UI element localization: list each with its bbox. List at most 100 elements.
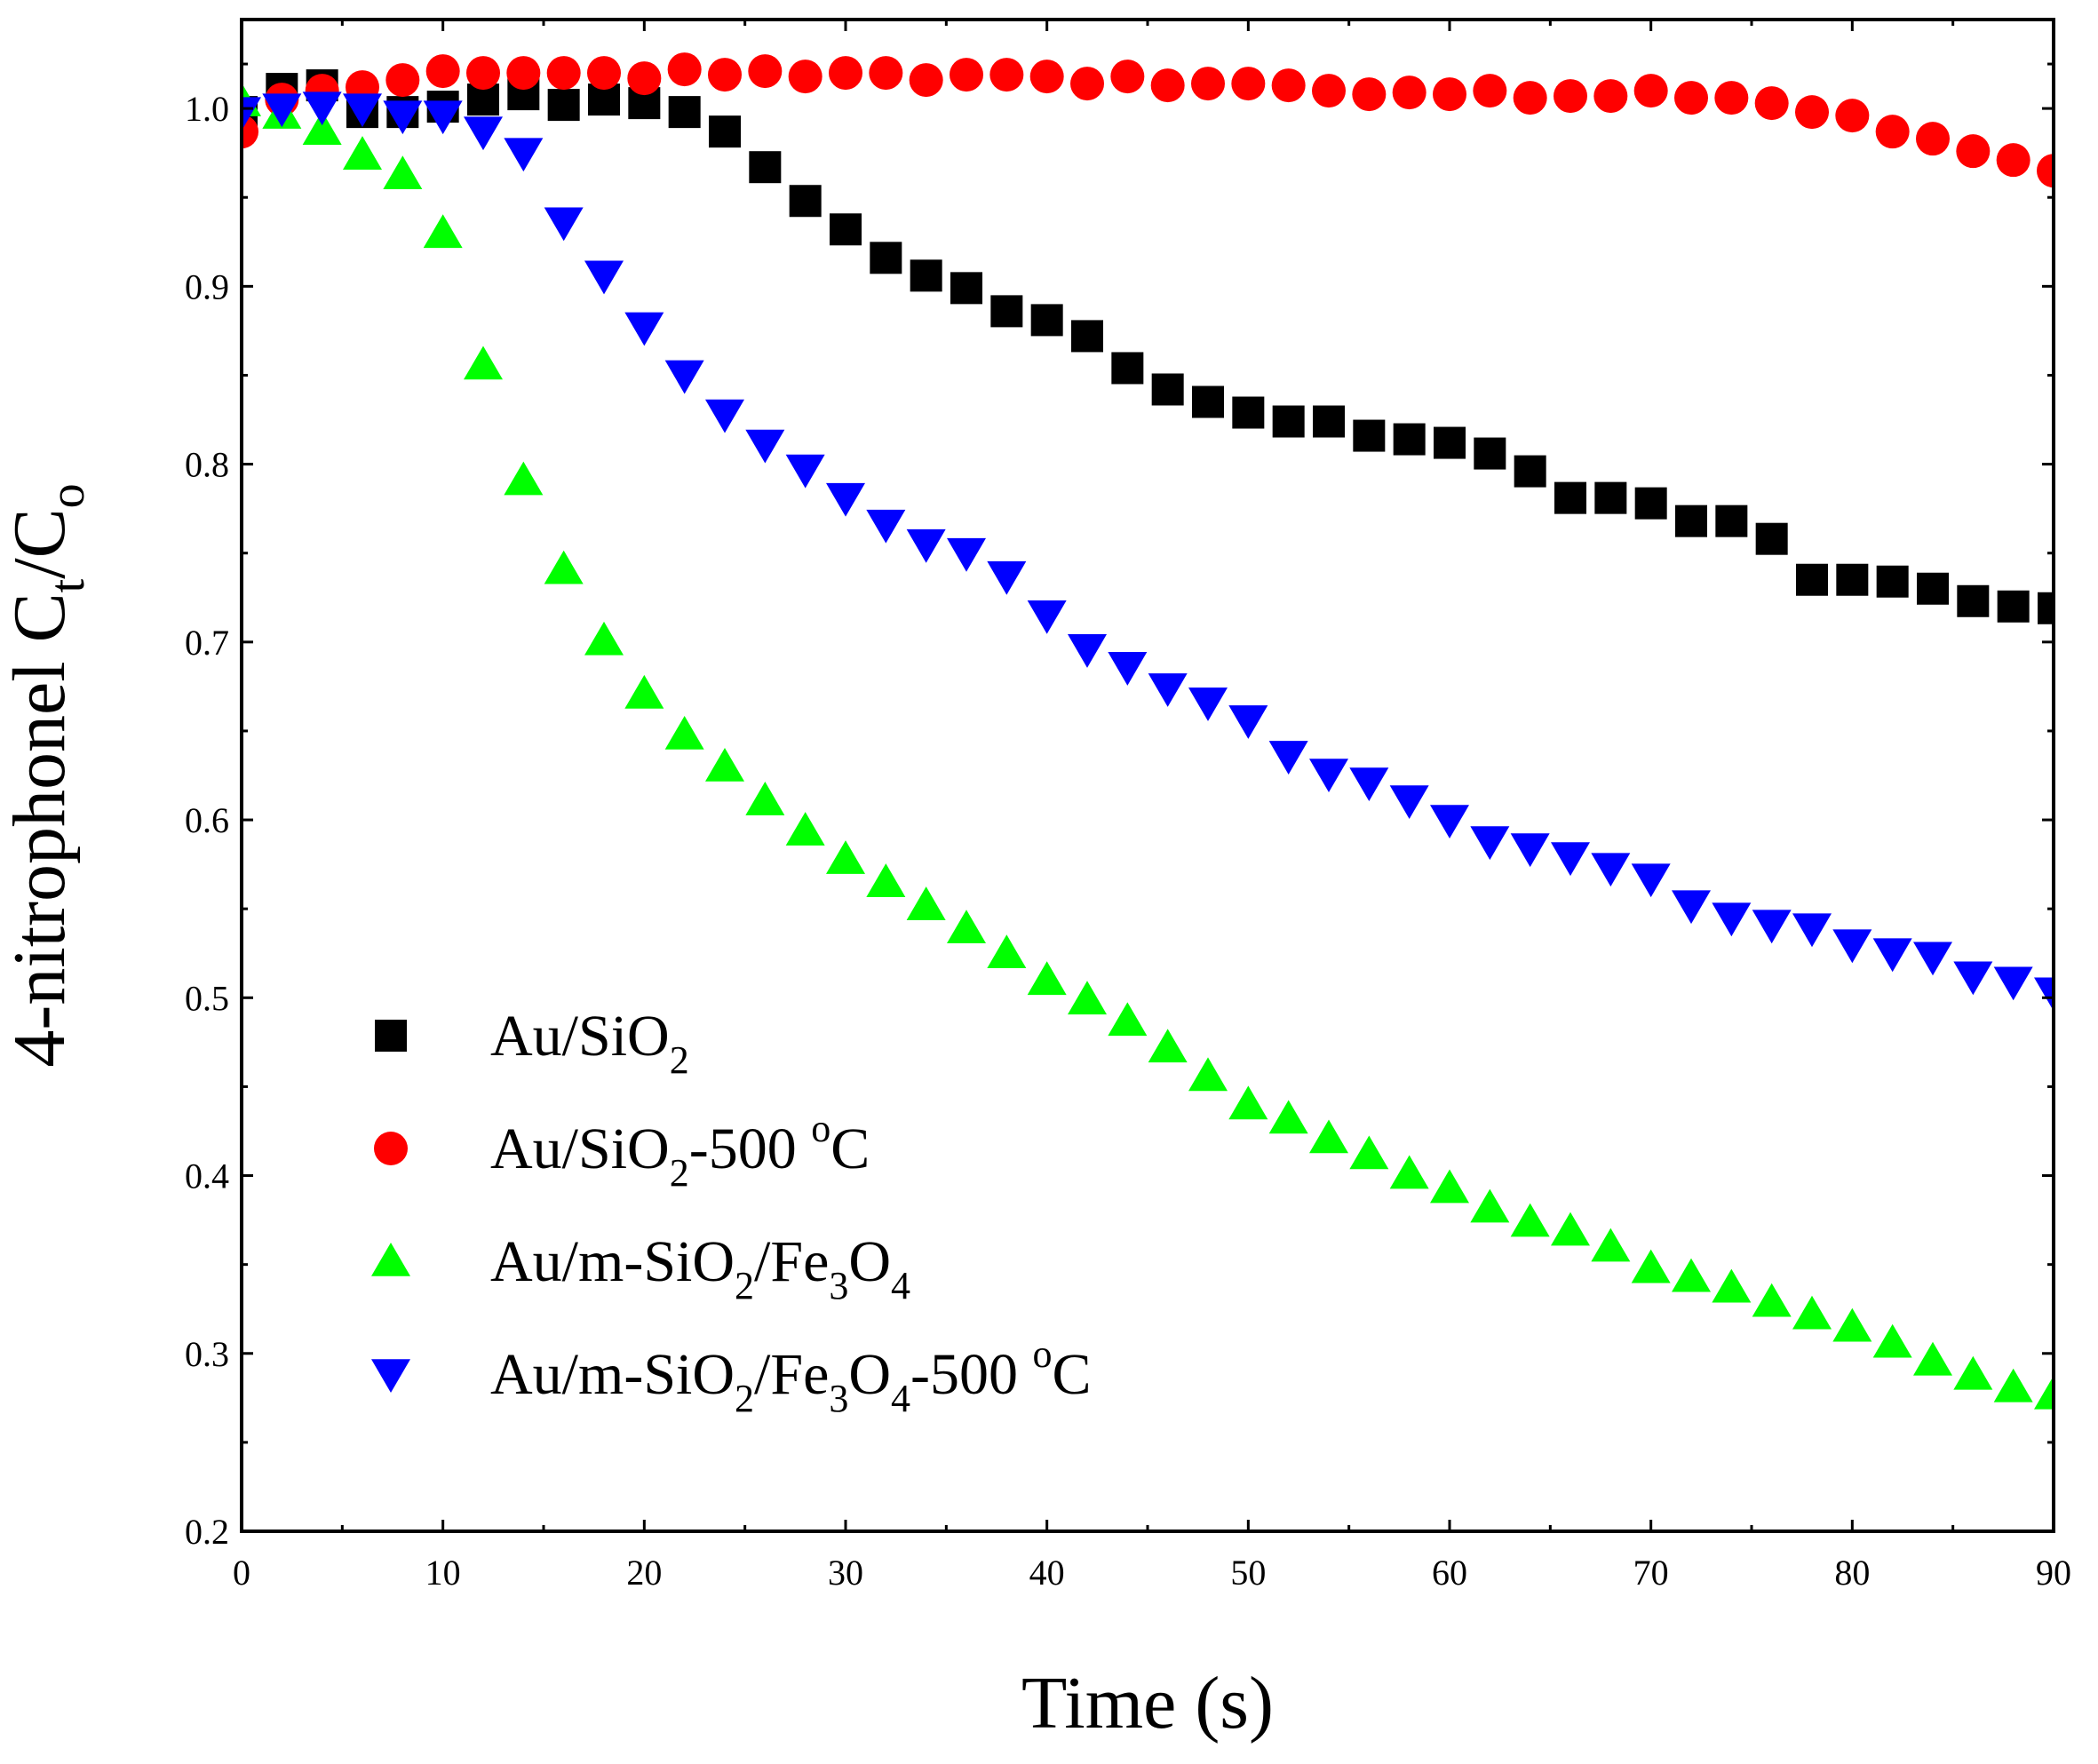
data-point-triangle-down: [383, 100, 423, 135]
data-point-triangle-up: [947, 910, 986, 944]
data-point-square: [830, 213, 862, 246]
legend-marker-square: [375, 1020, 407, 1052]
data-point-circle: [2037, 154, 2054, 188]
data-point-triangle-down: [1188, 687, 1228, 721]
data-point-triangle-up: [1591, 1228, 1631, 1262]
data-point-triangle-up: [1389, 1155, 1429, 1189]
legend-entry: Au/m-SiO2/Fe3O4: [371, 1229, 910, 1307]
data-point-circle: [1754, 86, 1789, 121]
data-point-triangle-up: [1027, 961, 1067, 996]
y-tick-label: 0.6: [185, 800, 229, 840]
data-point-circle: [1996, 143, 2030, 178]
data-point-triangle-down: [1108, 652, 1148, 686]
data-point-circle: [1070, 67, 1104, 101]
legend-entry: Au/SiO2: [375, 1004, 689, 1082]
data-point-triangle-up: [1672, 1258, 1711, 1292]
data-point-triangle-down: [1631, 863, 1671, 898]
x-tick-label: 0: [233, 1553, 250, 1593]
data-point-triangle-up: [2034, 1375, 2054, 1410]
data-point-triangle-up: [1953, 1355, 1993, 1390]
data-point-circle: [1029, 60, 1064, 94]
data-point-circle: [425, 54, 460, 89]
data-point-square: [1030, 304, 1063, 337]
data-point-circle: [1392, 75, 1426, 110]
data-point-triangle-up: [906, 886, 946, 920]
data-point-triangle-up: [1068, 981, 1107, 1015]
data-point-triangle-down: [987, 560, 1027, 595]
data-point-triangle-up: [423, 214, 463, 249]
data-point-square: [1151, 373, 1184, 406]
data-point-circle: [385, 63, 420, 98]
data-point-circle: [1593, 79, 1628, 114]
data-point-square: [1111, 352, 1144, 385]
x-tick-label: 10: [425, 1553, 461, 1593]
data-point-circle: [788, 60, 823, 94]
data-point-circle: [1231, 67, 1266, 101]
data-point-square: [1474, 437, 1506, 470]
data-point-circle: [1150, 68, 1185, 103]
data-point-circle: [627, 61, 662, 96]
data-point-circle: [1110, 60, 1145, 94]
x-tick-label: 30: [828, 1553, 863, 1593]
data-point-triangle-up: [1148, 1029, 1188, 1063]
data-point-triangle-up: [1188, 1057, 1228, 1092]
data-point-circle: [587, 56, 621, 91]
data-point-triangle-down: [1349, 767, 1389, 802]
y-tick-label: 0.2: [185, 1512, 229, 1552]
data-point-circle: [950, 58, 983, 92]
legend-marker-triangle-down: [371, 1359, 410, 1393]
data-point-triangle-down: [1913, 942, 1952, 976]
data-point-triangle-down: [947, 537, 986, 572]
data-point-triangle-down: [1993, 966, 2033, 1001]
data-point-triangle-down: [262, 93, 302, 128]
data-point-circle: [1633, 74, 1668, 108]
data-point-triangle-down: [1470, 826, 1510, 861]
data-point-triangle-down: [1228, 705, 1268, 739]
data-point-square: [1434, 426, 1466, 459]
data-point-circle: [1875, 115, 1910, 149]
data-point-triangle-down: [584, 260, 624, 295]
data-point-triangle-up: [1832, 1307, 1872, 1342]
data-point-square: [1675, 505, 1707, 537]
legend-label: Au/m-SiO2/Fe3O4: [490, 1229, 910, 1307]
y-tick-label: 0.4: [185, 1156, 229, 1196]
data-point-circle: [1513, 81, 1547, 115]
data-point-square: [1997, 590, 2030, 623]
data-point-square: [1957, 584, 1990, 617]
data-point-square: [1836, 563, 1869, 596]
data-point-triangle-up: [1993, 1368, 2033, 1402]
data-point-square: [1554, 481, 1586, 514]
data-point-circle: [1433, 77, 1466, 112]
data-point-triangle-down: [504, 138, 544, 172]
y-tick-label: 0.3: [185, 1334, 229, 1374]
data-point-circle: [1473, 74, 1507, 108]
legend-label: Au/m-SiO2/Fe3O4-500 oC: [490, 1332, 1092, 1420]
data-point-triangle-down: [464, 116, 503, 151]
data-point-triangle-down: [343, 93, 382, 128]
data-point-triangle-down: [705, 399, 744, 433]
data-point-triangle-up: [745, 782, 785, 815]
data-point-triangle-up: [383, 155, 423, 190]
data-point-triangle-down: [826, 482, 865, 517]
data-point-circle: [1352, 77, 1387, 112]
data-point-square: [1071, 320, 1103, 353]
x-tick-label: 40: [1029, 1553, 1065, 1593]
data-point-square: [1715, 505, 1748, 537]
data-point-triangle-up: [826, 840, 865, 874]
data-point-square: [910, 259, 942, 292]
data-point-triangle-down: [1591, 853, 1631, 887]
data-point-triangle-down: [302, 91, 342, 126]
data-point-circle: [466, 56, 500, 91]
data-point-triangle-down: [1551, 842, 1590, 877]
data-point-square: [1192, 385, 1224, 418]
data-point-square: [950, 272, 982, 305]
data-point-square: [990, 295, 1023, 328]
x-tick-label: 20: [626, 1553, 662, 1593]
data-point-circle: [1312, 74, 1346, 108]
data-point-triangle-up: [1309, 1119, 1348, 1154]
data-point-triangle-up: [504, 461, 544, 496]
data-point-square: [1353, 419, 1386, 452]
legend-entry: Au/m-SiO2/Fe3O4-500 oC: [371, 1332, 1092, 1420]
